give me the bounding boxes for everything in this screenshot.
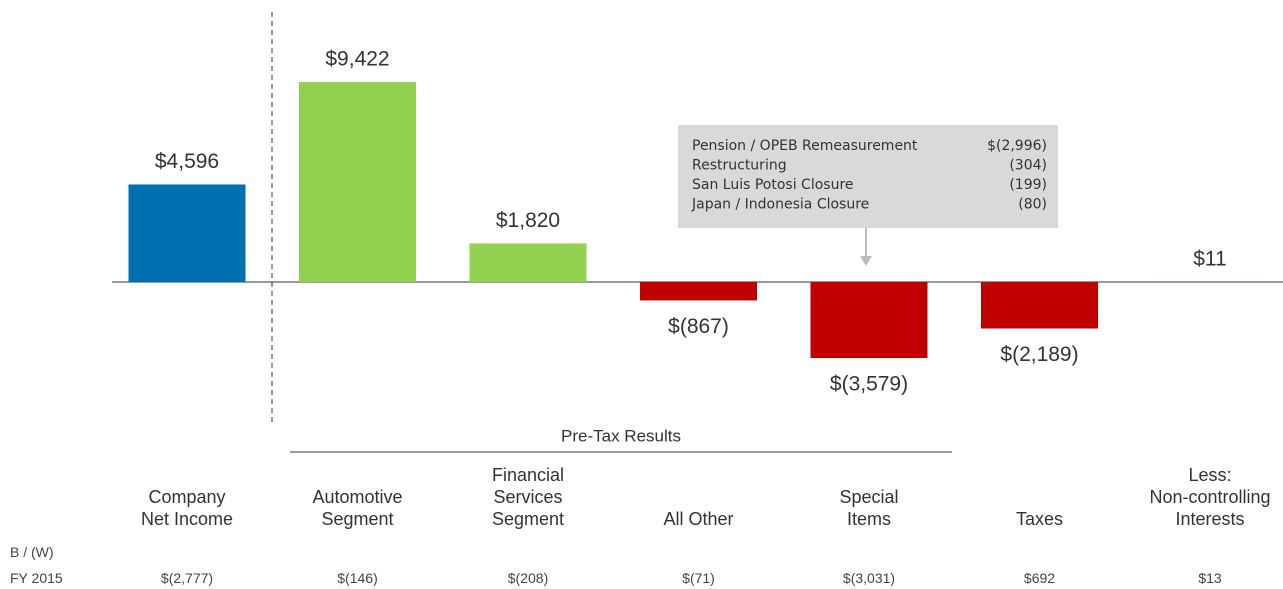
value-label: $(3,579) — [830, 373, 908, 396]
comparison-value: $(146) — [337, 570, 378, 586]
value-label: $(2,189) — [1000, 343, 1078, 366]
comparison-value: $(208) — [507, 570, 549, 586]
comparison-period: FY 2015 — [10, 570, 63, 586]
callout-value: (199) — [1009, 177, 1047, 193]
comparison-title: B / (W) — [10, 544, 54, 560]
callout-item: Japan / Indonesia Closure — [691, 197, 869, 213]
bar — [640, 282, 757, 301]
callout-box — [678, 125, 1058, 228]
bar — [810, 282, 928, 359]
callout-value: (80) — [1018, 197, 1047, 213]
value-label: $9,422 — [325, 48, 389, 71]
group-label: Pre-Tax Results — [561, 426, 681, 445]
callout-arrowhead — [860, 256, 872, 266]
callout-item: San Luis Potosi Closure — [692, 177, 854, 193]
comparison-value: $(3,031) — [842, 570, 896, 586]
x-tick-label: Less: Non-controlling Interests — [1149, 465, 1271, 529]
x-tick-label: Taxes — [1015, 509, 1064, 529]
value-label: $11 — [1193, 247, 1226, 270]
x-tick-label: Company Net Income — [140, 487, 234, 529]
x-tick-label: Special Items — [839, 487, 899, 529]
x-tick-label: Financial Services Segment — [491, 465, 565, 529]
value-label: $1,820 — [496, 209, 560, 232]
bar — [981, 282, 1098, 329]
callout-value: $(2,996) — [987, 138, 1047, 154]
bar — [128, 184, 246, 283]
callout-item: Pension / OPEB Remeasurement — [692, 138, 918, 154]
callout-item: Restructuring — [692, 158, 787, 174]
comparison-value: $(2,777) — [160, 570, 214, 586]
comparison-value: $692 — [1023, 570, 1056, 586]
x-tick-label: Automotive Segment — [312, 487, 403, 529]
x-tick-label: All Other — [663, 509, 734, 529]
callout-value: (304) — [1009, 158, 1047, 174]
value-label: $4,596 — [155, 150, 219, 173]
comparison-value: $13 — [1198, 570, 1222, 586]
value-label: $(867) — [668, 315, 729, 338]
comparison-value: $(71) — [682, 570, 715, 586]
bar — [299, 82, 416, 283]
bar — [469, 243, 587, 283]
